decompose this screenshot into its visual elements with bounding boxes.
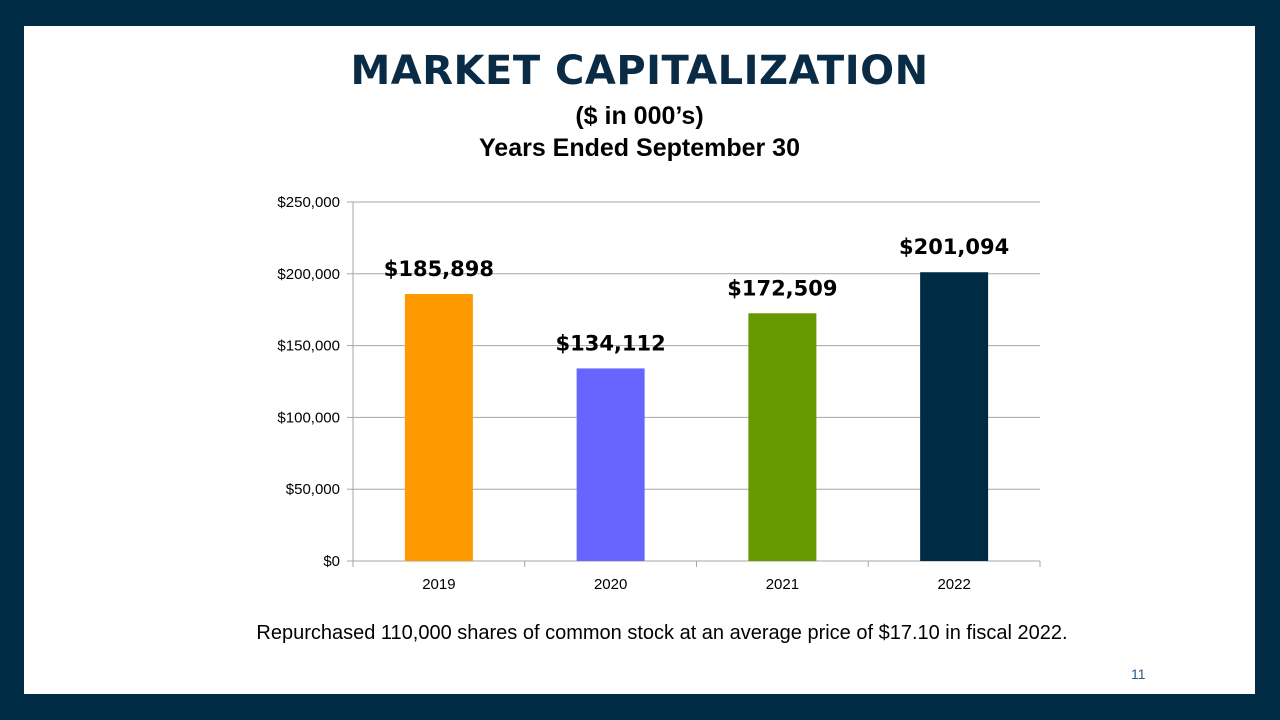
x-tick-label: 2020 [594, 576, 627, 593]
data-label-2019: $185,898 [384, 257, 494, 281]
slide-subtitle-period: Years Ended September 30 [479, 134, 800, 162]
y-tick-label: $250,000 [277, 194, 340, 211]
bar-2019 [404, 294, 473, 561]
data-label-2022: $201,094 [899, 235, 1009, 259]
y-tick-label: $200,000 [277, 266, 340, 283]
y-tick-label: $0 [323, 553, 340, 570]
slide: MARKET CAPITALIZATION ($ in 000’s) Years… [24, 26, 1255, 694]
x-tick-label: 2022 [937, 576, 970, 593]
bar-chart: $0 $50,000 $100,000 $150,000 $200,000 $250,00… [277, 194, 1041, 593]
page-number: 11 [1131, 666, 1146, 682]
slide-title: MARKET CAPITALIZATION [350, 48, 929, 94]
slide-subtitle-units: ($ in 000’s) [575, 102, 704, 130]
bar-2022 [920, 272, 989, 561]
footnote: Repurchased 110,000 shares of common sto… [256, 622, 1068, 644]
data-label-2021: $172,509 [727, 276, 837, 300]
bar-2021 [748, 313, 817, 561]
y-tick-label: $150,000 [277, 338, 340, 355]
bar-2020 [576, 368, 645, 561]
x-tick-label: 2021 [766, 576, 799, 593]
y-tick-label: $50,000 [286, 481, 340, 498]
y-tick-label: $100,000 [277, 409, 340, 426]
x-tick-label: 2019 [422, 576, 455, 593]
data-label-2020: $134,112 [555, 331, 665, 355]
